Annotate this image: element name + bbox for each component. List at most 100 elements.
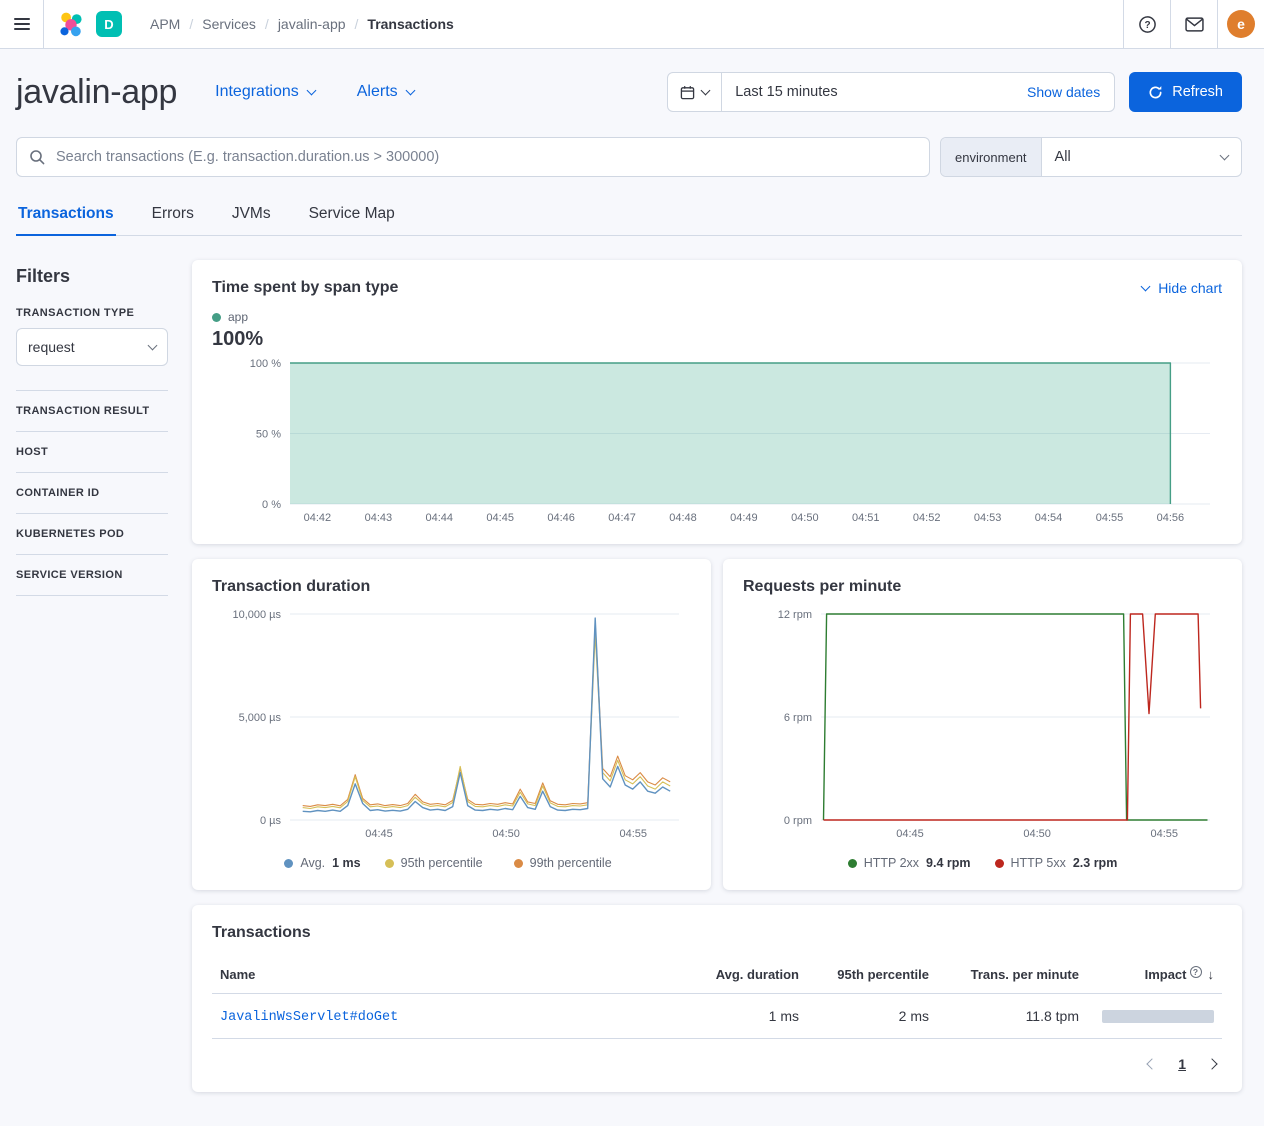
mail-icon [1184,16,1204,32]
page-number[interactable]: 1 [1178,1056,1186,1072]
hide-chart-link[interactable]: Hide chart [1140,280,1222,296]
show-dates-link[interactable]: Show dates [1027,84,1101,100]
environment-filter: environment All [940,137,1242,177]
svg-text:04:56: 04:56 [1157,512,1185,524]
search-icon [30,150,45,165]
tab-service-map[interactable]: Service Map [308,205,395,222]
svg-text:04:53: 04:53 [974,512,1002,524]
svg-text:04:55: 04:55 [619,828,647,840]
span-type-chart[interactable]: 100 % 50 % 0 % 04:42 04:43 04:44 04:45 04:46 04:… [212,355,1222,530]
refresh-button[interactable]: Refresh [1129,72,1242,112]
pagination: 1 [218,1056,1218,1072]
span-type-legend: app [212,310,1222,324]
transaction-link[interactable]: JavalinWsServlet#doGet [220,1010,399,1025]
requests-per-minute-legend: HTTP 2xx 9.4 rpm HTTP 5xx 2.3 rpm [743,856,1222,870]
transaction-type-select[interactable]: request [16,328,168,366]
tab-errors[interactable]: Errors [151,205,194,222]
svg-text:04:45: 04:45 [486,512,514,524]
svg-text:04:50: 04:50 [492,828,520,840]
deployment-badge[interactable]: D [96,11,122,37]
hamburger-icon [13,15,30,33]
svg-text:?: ? [1144,20,1150,31]
filter-service-version: SERVICE VERSION [16,554,168,595]
transactions-table-card: Transactions Name Avg. duration 95th per… [192,905,1242,1092]
svg-text:04:49: 04:49 [730,512,758,524]
chevron-down-icon [700,85,711,96]
previous-page-icon[interactable] [1146,1058,1158,1070]
breadcrumb-service[interactable]: javalin-app [277,16,346,32]
transactions-table: Name Avg. duration 95th percentile Trans… [212,958,1222,1039]
breadcrumb-separator: / [354,16,359,32]
environment-label: environment [941,138,1042,176]
chevron-down-icon [147,340,158,351]
page-header: javalin-app Integrations Alerts [16,72,1242,112]
chevron-down-icon [1140,281,1151,292]
topbar-actions: ? e [1123,0,1264,48]
col-95th-percentile[interactable]: 95th percentile [807,958,937,994]
svg-text:04:46: 04:46 [547,512,575,524]
requests-per-minute-card: Requests per minute 12 rpm 6 rpm 0 rpm 04:4… [723,559,1242,890]
requests-per-minute-title: Requests per minute [743,578,902,595]
environment-select[interactable]: All [1042,138,1241,176]
alerts-menu[interactable]: Alerts [357,83,416,101]
filter-container-id: CONTAINER ID [16,472,168,513]
col-name: Name [212,958,697,994]
time-range-value[interactable]: Last 15 minutes [735,84,838,100]
span-type-title: Time spent by span type [212,279,399,296]
help-button[interactable]: ? [1123,0,1170,48]
col-avg-duration[interactable]: Avg. duration [697,958,807,994]
integrations-menu[interactable]: Integrations [215,83,317,101]
tab-bar: Transactions Errors JVMs Service Map [16,205,1242,236]
legend-item-avg: Avg. 1 ms [284,856,361,870]
svg-text:12 rpm: 12 rpm [778,609,812,621]
requests-per-minute-chart[interactable]: 12 rpm 6 rpm 0 rpm 04:45 04:50 04:55 [743,606,1222,846]
breadcrumb-apm[interactable]: APM [150,16,181,32]
svg-text:0 %: 0 % [262,499,281,511]
quick-select-button[interactable] [668,73,723,111]
svg-text:04:50: 04:50 [791,512,819,524]
search-box [16,137,930,177]
svg-text:04:45: 04:45 [365,828,393,840]
page-title: javalin-app [16,72,178,111]
avatar: e [1227,10,1255,38]
chevron-down-icon [306,85,317,96]
svg-text:04:44: 04:44 [426,512,454,524]
svg-text:04:55: 04:55 [1150,828,1178,840]
elastic-logo[interactable] [44,0,96,48]
svg-text:04:50: 04:50 [1023,828,1051,840]
filters-title: Filters [16,266,71,286]
svg-text:04:51: 04:51 [852,512,880,524]
breadcrumb-services[interactable]: Services [202,16,256,32]
filters-sidebar: Filters TRANSACTION TYPE request TRANSAC… [16,260,168,1092]
svg-text:6 rpm: 6 rpm [784,712,812,724]
help-icon: ? [1138,15,1156,33]
transaction-duration-title: Transaction duration [212,578,371,595]
main-content: Time spent by span type Hide chart app 1… [192,260,1242,1092]
transaction-duration-card: Transaction duration 10,000 µs 5,000 µs 0 … [192,559,711,890]
next-page-icon[interactable] [1206,1058,1218,1070]
menu-button[interactable] [0,0,44,48]
legend-dot-app [212,312,221,322]
col-trans-per-minute[interactable]: Trans. per minute [937,958,1087,994]
breadcrumb-separator: / [189,16,194,32]
impact-bar [1102,1009,1214,1023]
breadcrumb-separator: / [264,16,269,32]
svg-text:04:54: 04:54 [1035,512,1063,524]
span-type-card: Time spent by span type Hide chart app 1… [192,260,1242,544]
transaction-duration-chart[interactable]: 10,000 µs 5,000 µs 0 µs 04:45 04:50 04:55 [212,606,691,846]
svg-text:04:52: 04:52 [913,512,941,524]
tab-transactions[interactable]: Transactions [16,205,116,236]
info-icon[interactable]: ? [1189,966,1202,978]
col-impact[interactable]: Impact? ↓ [1087,958,1222,994]
sort-desc-icon: ↓ [1207,967,1215,982]
page: javalin-app Integrations Alerts [0,72,1264,1118]
svg-text:04:55: 04:55 [1096,512,1124,524]
filter-transaction-result: TRANSACTION RESULT [16,390,168,431]
newsfeed-button[interactable] [1170,0,1217,48]
tab-jvms[interactable]: JVMs [231,205,271,222]
svg-text:04:42: 04:42 [304,512,332,524]
user-menu-button[interactable]: e [1217,0,1264,48]
calendar-icon [680,85,695,99]
transaction-duration-legend: Avg. 1 ms 95th percentile 99th percentil… [212,856,691,870]
search-input[interactable] [54,148,917,166]
